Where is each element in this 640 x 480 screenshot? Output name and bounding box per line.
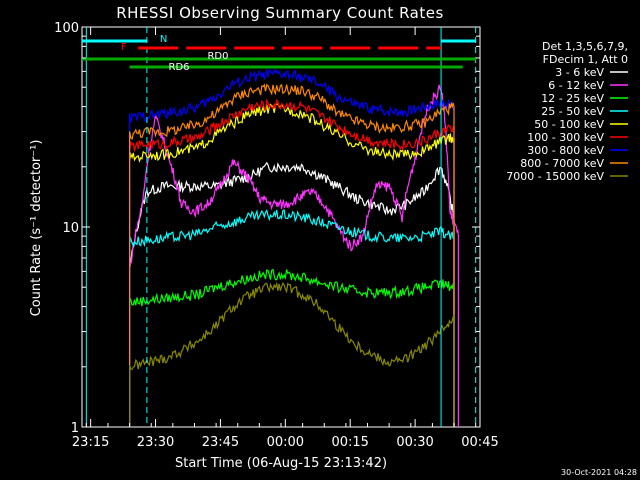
legend-header: FDecim 1, Att 0 — [543, 53, 628, 66]
y-tick-label: 10 — [62, 221, 79, 236]
legend-header: Det 1,3,5,6,7,9, — [542, 40, 628, 53]
chart-title: RHESSI Observing Summary Count Rates — [116, 4, 444, 22]
y-tick-label: 100 — [54, 21, 79, 36]
x-tick-label: 00:00 — [267, 435, 304, 450]
series-line-6-12-kev — [129, 84, 459, 427]
legend-label: 50 - 100 keV — [534, 118, 604, 131]
annotation-f: F — [121, 42, 127, 53]
x-tick-label: 23:15 — [72, 435, 109, 450]
series-line-7000-15000-kev — [129, 281, 455, 427]
legend-label: 3 - 6 keV — [555, 66, 604, 79]
series-line-50-100-kev — [129, 103, 455, 427]
series-line-25-50-kev — [129, 208, 455, 427]
x-tick-label: 23:45 — [202, 435, 239, 450]
timestamp-label: 30-Oct-2021 04:28 — [561, 468, 637, 477]
annotation-rd0: RD0 — [207, 51, 228, 62]
legend-label: 25 - 50 keV — [541, 105, 604, 118]
x-tick-label: 23:30 — [137, 435, 174, 450]
legend-label: 100 - 300 keV — [527, 131, 604, 144]
plot-frame — [81, 26, 481, 428]
x-axis-label: Start Time (06-Aug-15 23:13:42) — [175, 456, 387, 471]
legend-label: 12 - 25 keV — [541, 92, 604, 105]
y-axis-label: Count Rate (s⁻¹ detector⁻¹) — [29, 140, 44, 317]
x-tick-label: 00:15 — [331, 435, 368, 450]
legend-label: 300 - 800 keV — [527, 144, 604, 157]
annotation-n: N — [160, 34, 167, 45]
legend-label: 6 - 12 keV — [548, 79, 604, 92]
x-tick-label: 00:45 — [461, 435, 498, 450]
legend-label: 7000 - 15000 keV — [506, 170, 604, 183]
series-line-300-800-kev — [129, 68, 455, 427]
legend-label: 800 - 7000 keV — [520, 157, 604, 170]
y-tick-label: 1 — [71, 421, 79, 436]
series-line-800-7000-kev — [129, 83, 455, 427]
series-line-12-25-kev — [129, 268, 455, 427]
series-line-100-300-kev — [129, 97, 455, 427]
x-tick-label: 00:30 — [396, 435, 433, 450]
annotation-rd6: RD6 — [169, 62, 190, 73]
